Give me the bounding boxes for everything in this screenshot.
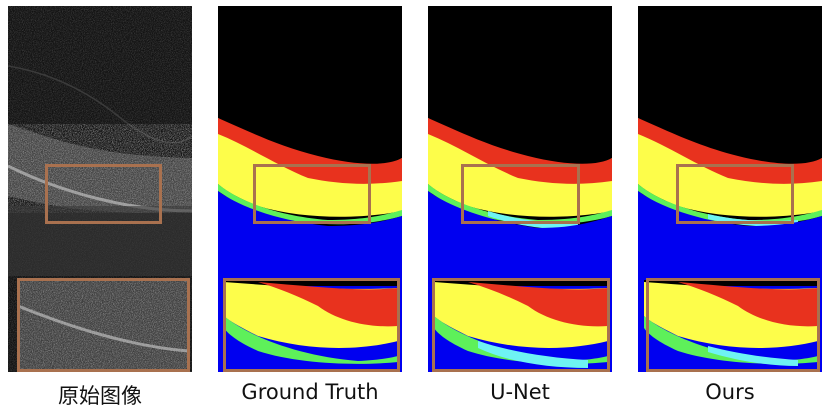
zoom-inset-box bbox=[17, 278, 190, 372]
caption-unet: U-Net bbox=[490, 380, 550, 404]
ours-panel bbox=[638, 6, 822, 372]
roi-box bbox=[45, 164, 162, 224]
unet-segmentation bbox=[428, 6, 612, 372]
ground-truth-segmentation bbox=[218, 6, 402, 372]
zoom-inset-box bbox=[432, 278, 610, 372]
zoom-inset-box bbox=[223, 278, 400, 372]
caption-original: 原始图像 bbox=[58, 384, 142, 408]
roi-box bbox=[676, 164, 794, 224]
roi-box bbox=[461, 164, 580, 224]
ground-truth-panel bbox=[218, 6, 402, 372]
caption-ours: Ours bbox=[705, 380, 755, 404]
caption-ground-truth: Ground Truth bbox=[241, 380, 379, 404]
unet-panel bbox=[428, 6, 612, 372]
original-oct-panel bbox=[8, 6, 192, 372]
zoom-inset-box bbox=[646, 278, 820, 372]
roi-box bbox=[253, 164, 371, 224]
